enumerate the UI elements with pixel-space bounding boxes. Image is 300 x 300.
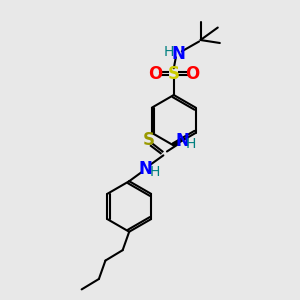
Text: S: S — [168, 64, 180, 82]
Text: N: N — [139, 160, 152, 178]
Text: H: H — [186, 137, 196, 152]
Text: N: N — [175, 132, 189, 150]
Text: H: H — [164, 45, 174, 59]
Text: N: N — [171, 45, 185, 63]
Text: S: S — [142, 131, 154, 149]
Text: O: O — [148, 64, 163, 82]
Text: O: O — [185, 64, 199, 82]
Text: H: H — [149, 165, 160, 179]
